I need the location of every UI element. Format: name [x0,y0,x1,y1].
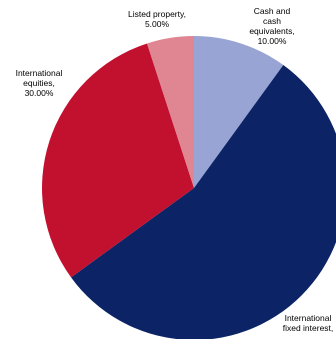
slice-label-line: 30.00% [25,88,54,98]
slice-label-line: 10.00% [258,36,287,46]
slice-label-listed-property: Listed property, 5.00% [128,9,186,29]
slice-label-line: cash [263,16,281,26]
slice-label-line: International [285,313,332,323]
slice-label-line: International [16,68,63,78]
slices-layer [42,36,336,340]
slice-label-line: equivalents, [249,26,294,36]
slice-label-international-fixed-interest: International fixed interest, [283,313,334,333]
pie-slice-international-equities [42,43,195,278]
slice-label-line: fixed interest, [283,323,334,333]
slice-label-line: equities, [23,78,55,88]
slice-label-line: Listed property, [128,9,186,19]
slice-label-line: Cash and [254,6,291,16]
pie-slice-cash-and-cash-equivalents [194,36,284,188]
pie-slice-international-fixed-interest [71,65,336,340]
slice-label-international-equities: International equities, 30.00% [16,68,63,98]
labels-layer: Cash and cash equivalents, 10.00% Internatio… [16,6,334,333]
slice-label-cash-and-cash-equivalents: Cash and cash equivalents, 10.00% [249,6,294,46]
slice-label-line: 5.00% [145,19,170,29]
pie-slice-listed-property [147,36,194,188]
